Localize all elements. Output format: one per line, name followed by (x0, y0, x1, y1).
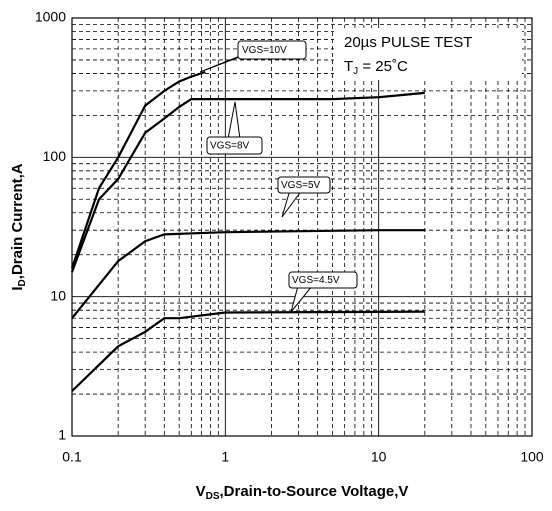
y-tick-label: 1 (58, 427, 66, 443)
x-tick-label: 10 (371, 449, 387, 465)
x-axis-label: VDS,Drain-to-Source Voltage,V (196, 483, 409, 502)
x-tick-label: 100 (520, 449, 544, 465)
series-line (71, 310, 425, 392)
legend-label: VGS=8V (210, 141, 250, 152)
callout-box (206, 136, 263, 155)
callout-box (288, 271, 358, 289)
callout-box (277, 176, 331, 194)
lines (70, 70, 425, 392)
grid (71, 17, 533, 437)
plot-frame (71, 17, 533, 437)
annotation: TJ = 25˚C (344, 58, 408, 77)
legend-label: VGS=10V (242, 45, 287, 56)
y-tick-label: 10 (50, 287, 66, 303)
y-tick-label: 1000 (35, 9, 66, 25)
callout-pointer (227, 101, 241, 140)
series-line (70, 70, 206, 269)
series-line (70, 91, 425, 273)
callout-box (237, 40, 307, 60)
annotation: 20µs PULSE TEST (344, 34, 472, 51)
x-tick-label: 0.1 (62, 449, 82, 465)
legend-label: VGS=4.5V (292, 275, 340, 286)
y-axis-label: ID,Drain Current,A (9, 163, 28, 290)
callout-pointer (290, 285, 314, 313)
x-tick-label: 1 (221, 449, 229, 465)
annotation-bg (334, 28, 522, 80)
y-tick-label: 100 (43, 148, 67, 164)
legend-label: VGS=5V (281, 180, 321, 191)
series-line (71, 229, 425, 319)
